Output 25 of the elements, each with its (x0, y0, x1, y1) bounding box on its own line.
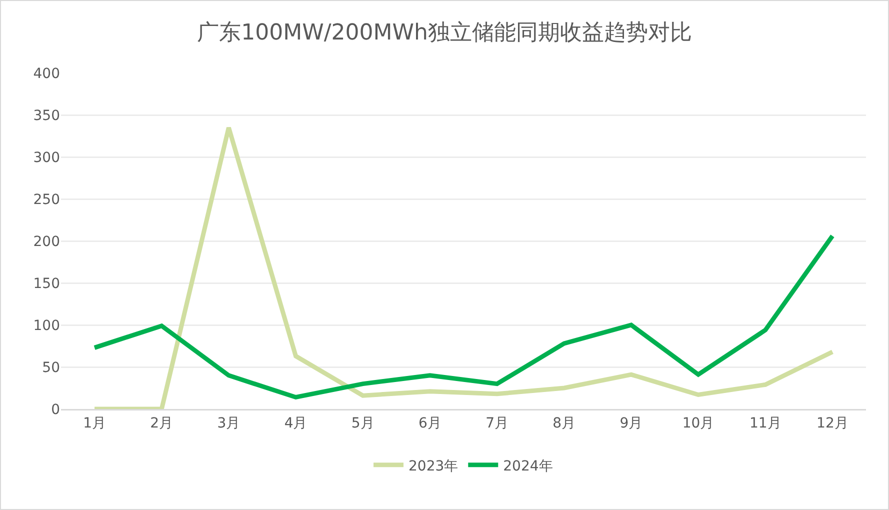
y-tick-label: 200 (33, 234, 60, 250)
x-tick-label: 11月 (749, 415, 782, 432)
x-tick-label: 7月 (486, 415, 508, 432)
y-tick-label: 250 (33, 192, 60, 208)
y-tick-label: 100 (33, 318, 60, 334)
x-tick-label: 5月 (351, 415, 374, 432)
line-series (92, 234, 835, 400)
x-tick-label: 4月 (284, 415, 308, 432)
x-tick-label: 12月 (816, 415, 848, 432)
x-tick-label: 9月 (620, 415, 643, 432)
y-tick-label: 150 (33, 276, 60, 292)
y-tick-label: 400 (33, 66, 60, 82)
x-tick-label: 2月 (150, 415, 174, 432)
x-tick-label: 8月 (552, 415, 576, 432)
chart-title: 广东100MW/200MWh独立储能同期收益趋势对比 (197, 20, 692, 46)
x-tick-label: 1月 (83, 415, 106, 432)
y-tick-label: 50 (42, 360, 60, 376)
y-tick-label: 350 (33, 108, 60, 124)
x-tick-label: 6月 (418, 415, 442, 432)
legend-label: 2024年 (503, 458, 553, 474)
y-tick-label: 0 (51, 402, 60, 418)
y-tick-label: 300 (33, 150, 60, 166)
legend-label: 2023年 (408, 458, 458, 474)
x-tick-label: 3月 (217, 415, 240, 432)
x-tick-label: 10月 (682, 415, 714, 432)
